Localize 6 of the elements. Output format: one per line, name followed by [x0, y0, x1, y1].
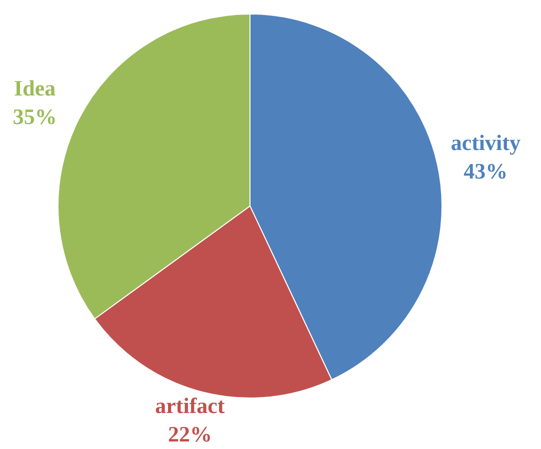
data-label: 35%	[12, 104, 57, 130]
slice-label: activity	[450, 130, 521, 155]
slice-label: Idea	[14, 76, 56, 101]
data-label: 43%	[464, 158, 508, 184]
data-label: 22%	[168, 422, 212, 447]
slice-label: artifact	[155, 393, 226, 418]
